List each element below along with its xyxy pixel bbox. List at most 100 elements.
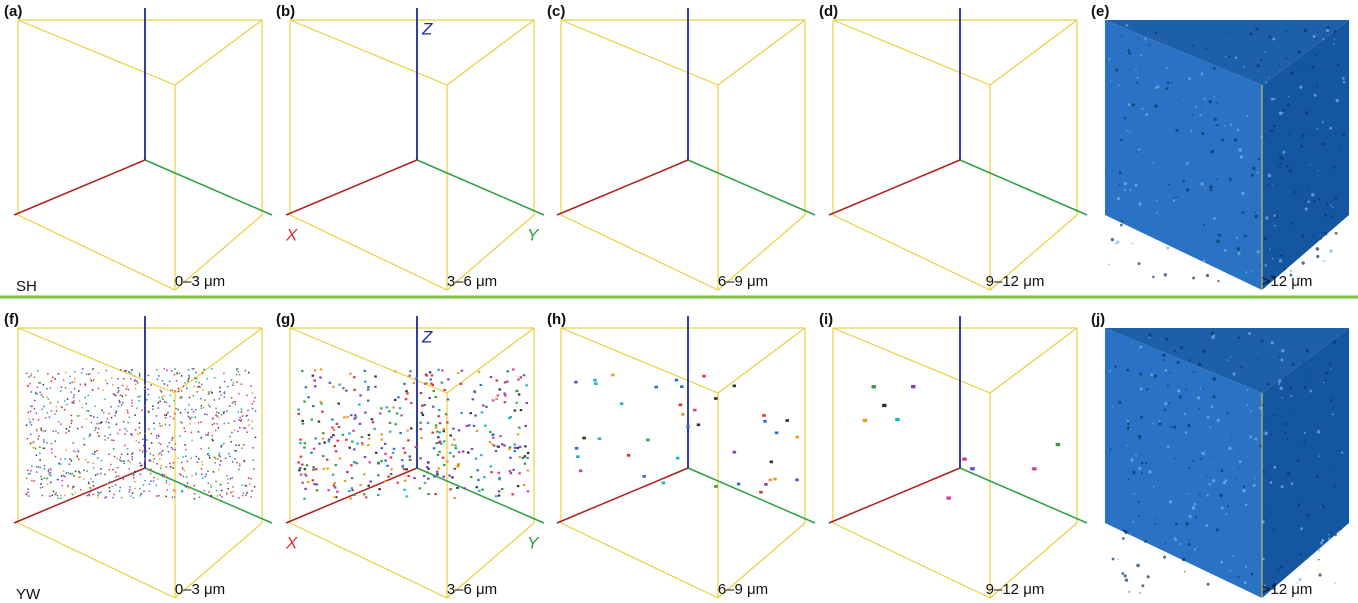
pore	[322, 438, 325, 440]
pore	[351, 477, 354, 479]
pore	[498, 495, 501, 497]
pore	[79, 476, 81, 478]
pore	[215, 408, 217, 410]
texture	[1331, 532, 1333, 534]
pore	[236, 381, 238, 383]
pore	[468, 424, 471, 426]
pore	[38, 435, 40, 437]
pore	[86, 470, 88, 472]
pore	[40, 487, 42, 489]
pore	[143, 484, 145, 486]
pore	[252, 447, 254, 449]
pore	[232, 402, 234, 404]
pore	[191, 417, 193, 419]
pore	[27, 488, 29, 490]
pore	[191, 409, 193, 411]
pore	[146, 399, 148, 401]
texture	[1257, 250, 1260, 253]
pore	[219, 452, 221, 454]
pore	[438, 467, 441, 469]
y-axis	[688, 468, 815, 523]
pore	[334, 482, 337, 484]
pore	[574, 381, 578, 384]
pore	[384, 443, 387, 445]
pore	[438, 451, 441, 453]
size-range: >12 μm	[1262, 273, 1313, 290]
texture	[1321, 505, 1325, 509]
texture	[1147, 575, 1150, 578]
pore	[441, 382, 444, 384]
texture	[1164, 409, 1167, 412]
pore	[188, 404, 190, 406]
texture	[1209, 185, 1212, 188]
pore	[350, 414, 353, 416]
pore	[47, 483, 49, 485]
texture	[1307, 514, 1310, 517]
texture	[1229, 570, 1231, 572]
pore	[27, 385, 29, 387]
pore	[50, 469, 52, 471]
pore	[242, 415, 244, 417]
pore	[339, 457, 342, 459]
pore	[579, 469, 583, 472]
pore	[43, 439, 45, 441]
pore	[526, 457, 529, 459]
pore	[88, 395, 90, 397]
pore	[34, 400, 36, 402]
texture	[1204, 188, 1205, 189]
texture	[1138, 501, 1140, 503]
pore	[250, 496, 252, 498]
pore	[193, 411, 195, 413]
texture	[1313, 35, 1316, 38]
pore	[227, 386, 229, 388]
pore	[205, 476, 207, 478]
texture	[1305, 111, 1309, 115]
texture	[1342, 77, 1345, 80]
pore	[27, 438, 29, 440]
texture	[1128, 478, 1130, 480]
pore	[378, 462, 381, 464]
pore	[693, 409, 697, 412]
texture	[1141, 472, 1143, 474]
pore	[188, 416, 190, 418]
pore	[90, 487, 92, 489]
pore	[882, 404, 887, 407]
texture	[1249, 436, 1252, 439]
pore	[97, 417, 99, 419]
texture	[1230, 357, 1231, 358]
pore	[120, 457, 122, 459]
size-range: 9–12 μm	[986, 581, 1045, 598]
pore	[235, 450, 237, 452]
pore	[353, 448, 356, 450]
pore	[119, 490, 121, 492]
texture	[1289, 170, 1292, 173]
pore	[189, 397, 191, 399]
pore	[328, 440, 331, 442]
texture	[1206, 274, 1209, 277]
pore	[238, 419, 240, 421]
pore	[436, 431, 439, 433]
pore	[335, 450, 337, 452]
pore	[116, 458, 118, 460]
pore	[218, 427, 220, 429]
pore	[410, 427, 413, 429]
pore	[523, 374, 526, 376]
pore	[183, 385, 185, 387]
pore	[181, 490, 183, 492]
pore	[252, 392, 254, 394]
pore	[353, 418, 356, 420]
pore	[224, 393, 226, 395]
pore	[353, 494, 356, 496]
pore	[239, 427, 241, 429]
pore	[374, 375, 377, 377]
pore	[212, 440, 214, 442]
texture	[1305, 207, 1308, 210]
texture	[1217, 280, 1219, 282]
panel: (g)3–6 μmXYZ	[276, 311, 544, 598]
pore	[253, 401, 255, 403]
pore	[156, 437, 158, 439]
pore	[392, 452, 395, 454]
texture	[1281, 485, 1284, 488]
pore	[134, 488, 136, 490]
pore	[71, 391, 73, 393]
